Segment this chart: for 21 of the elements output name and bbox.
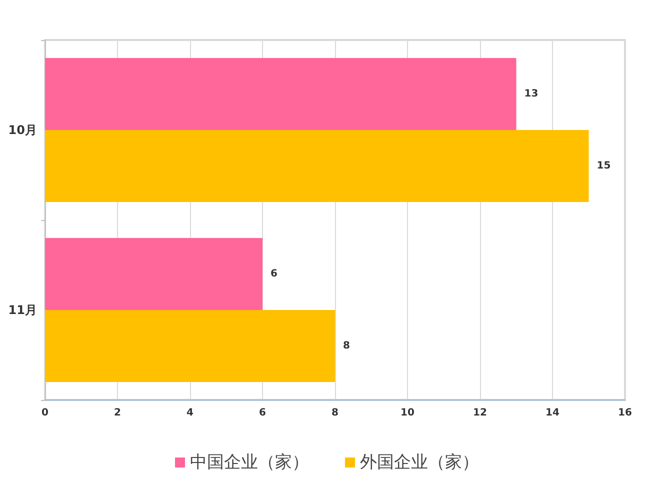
x-tick-label: 4 [186, 408, 194, 418]
x-tick-label: 10 [400, 408, 414, 418]
data-label: 6 [270, 268, 278, 280]
bar [45, 310, 335, 382]
x-tick-label: 8 [332, 408, 339, 418]
bar [45, 58, 516, 130]
y-tick-label: 10月 [8, 123, 37, 137]
x-tick-label: 14 [546, 408, 560, 418]
x-tick-label: 12 [473, 408, 487, 418]
data-label: 15 [596, 160, 611, 172]
bar [45, 238, 262, 310]
legend-label: 中国企业（家） [190, 452, 309, 472]
x-tick-label: 0 [42, 408, 49, 418]
legend-label: 外国企业（家） [360, 452, 479, 472]
y-tick-label: 11月 [8, 303, 37, 317]
x-tick-label: 6 [259, 408, 266, 418]
bar [45, 130, 589, 202]
x-tick-label: 2 [114, 408, 122, 418]
x-tick-label: 16 [618, 408, 632, 418]
data-label: 8 [343, 340, 350, 352]
data-label: 13 [524, 88, 538, 100]
